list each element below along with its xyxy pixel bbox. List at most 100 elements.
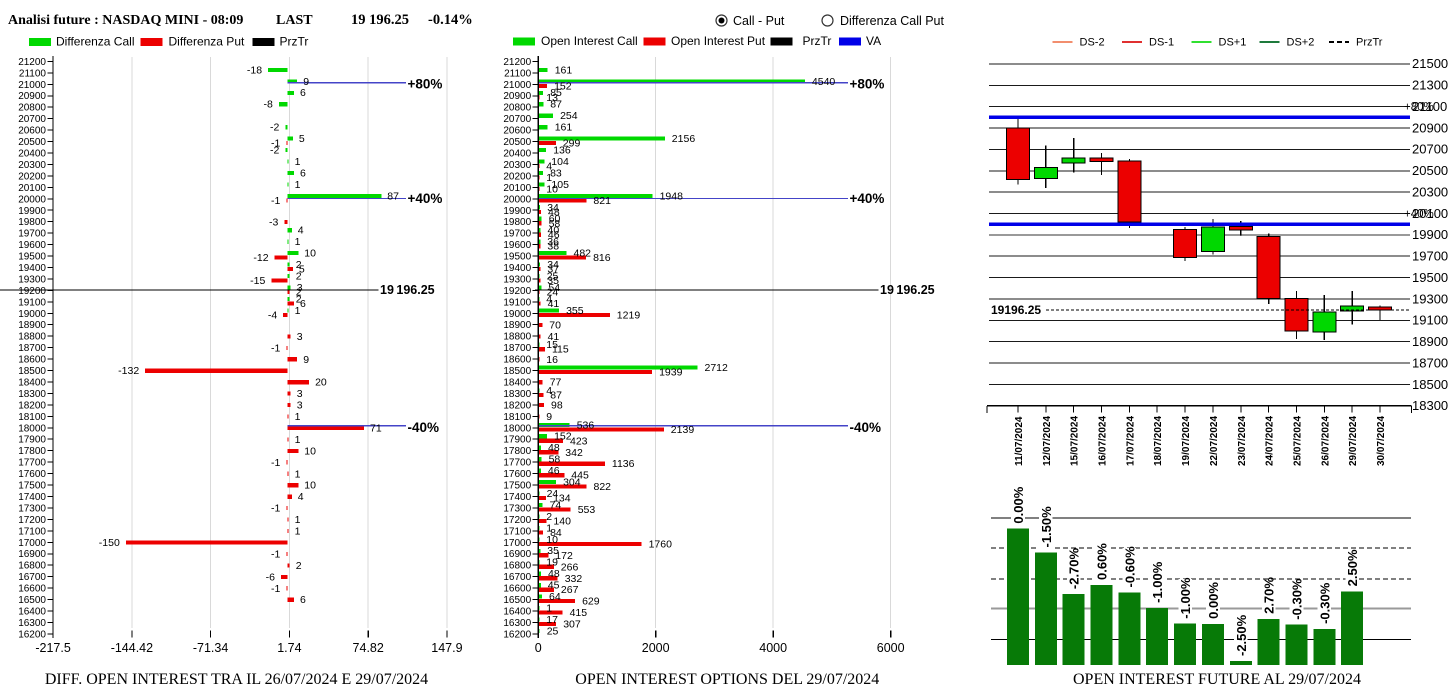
svg-text:18600: 18600 <box>503 355 531 366</box>
svg-text:553: 553 <box>578 504 596 516</box>
svg-text:-132: -132 <box>118 365 139 377</box>
svg-text:18400: 18400 <box>503 378 531 389</box>
svg-text:10: 10 <box>304 248 316 260</box>
svg-text:20700: 20700 <box>503 114 531 125</box>
svg-text:+80%: +80% <box>1404 102 1434 114</box>
svg-text:-12: -12 <box>253 252 268 264</box>
svg-text:6000: 6000 <box>877 641 905 655</box>
svg-text:1: 1 <box>546 172 552 184</box>
svg-text:-150: -150 <box>99 537 120 549</box>
svg-text:25: 25 <box>547 270 559 282</box>
svg-text:304: 304 <box>563 477 581 489</box>
svg-text:19 196.25: 19 196.25 <box>380 283 435 297</box>
svg-text:4: 4 <box>546 385 552 397</box>
svg-text:17800: 17800 <box>18 446 46 457</box>
svg-text:-2: -2 <box>270 122 279 134</box>
svg-text:-0.30%: -0.30% <box>1317 582 1332 624</box>
svg-text:2.70%: 2.70% <box>1262 577 1277 614</box>
svg-text:71: 71 <box>370 423 382 435</box>
svg-text:83: 83 <box>550 167 562 179</box>
svg-text:16200: 16200 <box>503 629 531 640</box>
svg-text:36: 36 <box>547 236 559 248</box>
svg-text:1: 1 <box>295 468 301 480</box>
svg-text:-144.42: -144.42 <box>111 641 153 655</box>
svg-text:20500: 20500 <box>18 137 46 148</box>
svg-text:17200: 17200 <box>503 515 531 526</box>
svg-text:19 196.25: 19 196.25 <box>880 283 935 297</box>
svg-text:-3: -3 <box>269 216 278 228</box>
svg-text:16900: 16900 <box>503 549 531 560</box>
svg-text:+40%: +40% <box>850 191 885 206</box>
svg-text:17700: 17700 <box>18 458 46 469</box>
svg-text:1939: 1939 <box>659 367 683 379</box>
svg-text:19/07/2024: 19/07/2024 <box>1181 416 1192 466</box>
svg-text:18200: 18200 <box>503 400 531 411</box>
svg-text:19: 19 <box>546 557 558 569</box>
svg-text:48: 48 <box>548 568 560 580</box>
svg-text:29/07/2024: 29/07/2024 <box>1348 416 1359 466</box>
svg-text:9: 9 <box>546 411 552 423</box>
svg-text:20300: 20300 <box>1412 184 1448 199</box>
svg-text:1: 1 <box>295 156 301 168</box>
svg-text:20300: 20300 <box>18 160 46 171</box>
svg-text:20200: 20200 <box>503 171 531 182</box>
svg-text:161: 161 <box>555 64 573 76</box>
svg-text:19600: 19600 <box>18 240 46 251</box>
svg-text:161: 161 <box>555 122 573 134</box>
svg-text:19900: 19900 <box>18 206 46 217</box>
svg-text:46: 46 <box>548 229 560 241</box>
svg-text:PrzTr: PrzTr <box>280 35 309 49</box>
svg-text:152: 152 <box>554 80 572 92</box>
svg-text:19500: 19500 <box>1412 270 1448 285</box>
svg-text:19800: 19800 <box>18 217 46 228</box>
svg-text:16700: 16700 <box>18 572 46 583</box>
svg-text:17400: 17400 <box>503 492 531 503</box>
svg-text:19300: 19300 <box>1412 291 1448 306</box>
svg-text:19700: 19700 <box>18 229 46 240</box>
svg-text:87: 87 <box>550 99 562 111</box>
svg-text:1760: 1760 <box>649 538 673 550</box>
svg-text:PrzTr: PrzTr <box>1356 37 1383 49</box>
svg-text:19300: 19300 <box>18 274 46 285</box>
svg-text:20900: 20900 <box>1412 120 1448 135</box>
svg-text:17100: 17100 <box>503 526 531 537</box>
svg-text:18700: 18700 <box>1412 355 1448 370</box>
svg-text:20100: 20100 <box>18 183 46 194</box>
svg-text:DS+1: DS+1 <box>1219 37 1247 49</box>
svg-text:16800: 16800 <box>18 561 46 572</box>
svg-text:16900: 16900 <box>18 549 46 560</box>
svg-text:19500: 19500 <box>503 252 531 263</box>
svg-text:17600: 17600 <box>18 469 46 480</box>
svg-text:17300: 17300 <box>503 503 531 514</box>
svg-text:-18: -18 <box>247 64 262 76</box>
svg-text:38: 38 <box>547 241 559 253</box>
svg-text:19196.25: 19196.25 <box>991 303 1041 317</box>
svg-text:266: 266 <box>561 561 579 573</box>
svg-text:267: 267 <box>561 584 579 596</box>
svg-text:16600: 16600 <box>503 584 531 595</box>
svg-text:77: 77 <box>550 377 562 389</box>
svg-text:26/07/2024: 26/07/2024 <box>1320 416 1331 466</box>
svg-text:1: 1 <box>546 603 552 615</box>
svg-text:21200: 21200 <box>18 57 46 68</box>
svg-text:16800: 16800 <box>503 561 531 572</box>
svg-text:DS-2: DS-2 <box>1080 37 1105 49</box>
svg-text:Differenza Call Put: Differenza Call Put <box>840 14 945 28</box>
svg-text:17300: 17300 <box>18 503 46 514</box>
svg-text:-6: -6 <box>266 571 275 583</box>
svg-text:19100: 19100 <box>503 297 531 308</box>
svg-text:17400: 17400 <box>18 492 46 503</box>
svg-text:17000: 17000 <box>18 538 46 549</box>
svg-text:-2: -2 <box>270 145 279 157</box>
svg-text:536: 536 <box>577 419 595 431</box>
svg-text:21100: 21100 <box>1412 99 1447 114</box>
svg-text:2: 2 <box>296 287 302 299</box>
svg-text:10: 10 <box>546 183 558 195</box>
svg-text:16500: 16500 <box>18 595 46 606</box>
svg-text:20900: 20900 <box>18 91 46 102</box>
svg-text:25: 25 <box>547 625 559 637</box>
svg-text:10: 10 <box>304 445 316 457</box>
svg-text:19200: 19200 <box>18 286 46 297</box>
svg-text:6: 6 <box>300 167 306 179</box>
svg-text:20800: 20800 <box>503 103 531 114</box>
